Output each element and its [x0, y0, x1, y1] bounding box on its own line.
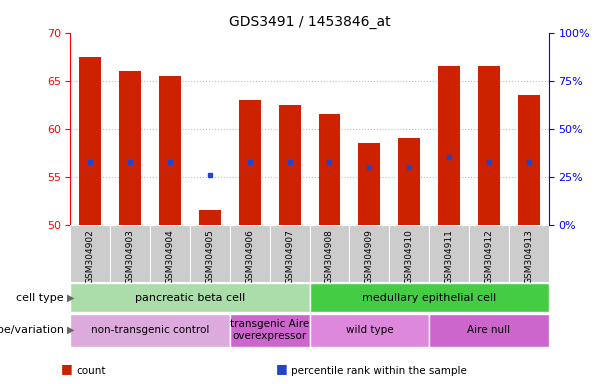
Bar — [279, 104, 300, 225]
Text: GSM304906: GSM304906 — [245, 229, 254, 284]
Text: GSM304913: GSM304913 — [524, 229, 533, 284]
Bar — [429, 314, 549, 347]
Bar — [469, 225, 509, 282]
Text: cell type: cell type — [17, 293, 67, 303]
Bar — [110, 225, 150, 282]
Text: ■: ■ — [61, 362, 73, 375]
Bar — [310, 225, 349, 282]
Bar — [319, 114, 340, 225]
Text: GSM304908: GSM304908 — [325, 229, 334, 284]
Text: ■: ■ — [276, 362, 287, 375]
Title: GDS3491 / 1453846_at: GDS3491 / 1453846_at — [229, 15, 390, 29]
Text: GSM304911: GSM304911 — [444, 229, 454, 284]
Text: ▶: ▶ — [67, 293, 75, 303]
Bar — [509, 225, 549, 282]
Bar — [239, 100, 261, 225]
Bar — [438, 66, 460, 225]
Bar — [398, 138, 420, 225]
Bar — [159, 76, 181, 225]
Text: genotype/variation: genotype/variation — [0, 325, 67, 335]
Text: GSM304902: GSM304902 — [86, 229, 95, 284]
Bar — [349, 225, 389, 282]
Bar — [190, 225, 230, 282]
Bar — [389, 225, 429, 282]
Bar — [199, 210, 221, 225]
Bar — [230, 314, 310, 347]
Text: GSM304907: GSM304907 — [285, 229, 294, 284]
Bar — [150, 225, 190, 282]
Text: GSM304910: GSM304910 — [405, 229, 414, 284]
Bar — [270, 225, 310, 282]
Bar — [310, 314, 429, 347]
Text: GSM304903: GSM304903 — [126, 229, 135, 284]
Bar — [70, 314, 230, 347]
Bar — [310, 283, 549, 312]
Bar — [518, 95, 539, 225]
Bar — [478, 66, 500, 225]
Text: Aire null: Aire null — [467, 325, 511, 335]
Text: count: count — [77, 366, 106, 376]
Text: non-transgenic control: non-transgenic control — [91, 325, 210, 335]
Bar — [230, 225, 270, 282]
Text: ▶: ▶ — [67, 325, 75, 335]
Text: GSM304909: GSM304909 — [365, 229, 374, 284]
Bar — [70, 225, 110, 282]
Bar — [80, 56, 101, 225]
Bar — [70, 283, 310, 312]
Bar — [429, 225, 469, 282]
Text: medullary epithelial cell: medullary epithelial cell — [362, 293, 497, 303]
Text: transgenic Aire
overexpressor: transgenic Aire overexpressor — [230, 319, 310, 341]
Text: GSM304904: GSM304904 — [166, 229, 175, 284]
Text: percentile rank within the sample: percentile rank within the sample — [291, 366, 467, 376]
Bar — [359, 143, 380, 225]
Text: pancreatic beta cell: pancreatic beta cell — [135, 293, 245, 303]
Bar — [120, 71, 141, 225]
Text: GSM304905: GSM304905 — [205, 229, 215, 284]
Text: GSM304912: GSM304912 — [484, 229, 493, 284]
Text: wild type: wild type — [346, 325, 393, 335]
